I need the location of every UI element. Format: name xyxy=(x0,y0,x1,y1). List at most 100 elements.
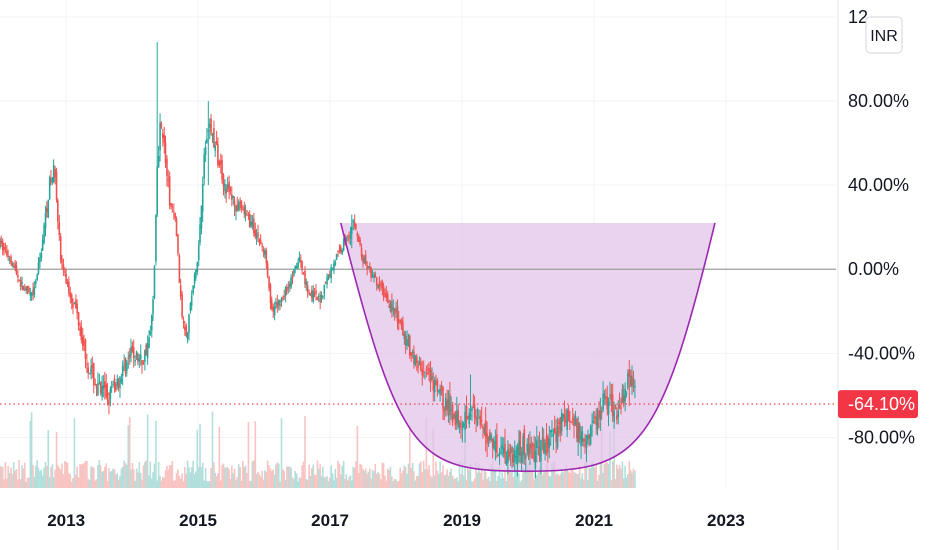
volume-bar xyxy=(126,464,128,488)
volume-bar xyxy=(520,480,523,488)
volume-bar xyxy=(240,480,243,488)
candle-body xyxy=(386,294,389,303)
candle-body xyxy=(126,362,128,371)
candle-body xyxy=(408,335,411,356)
candle-body xyxy=(545,436,548,445)
candle-body xyxy=(40,252,43,258)
candle-body xyxy=(131,345,134,353)
candle-body xyxy=(210,118,212,133)
volume-bar xyxy=(378,473,381,488)
currency-button[interactable]: INR xyxy=(865,16,903,54)
candle-body xyxy=(505,457,508,465)
candle-body xyxy=(231,194,233,200)
candle-body xyxy=(150,315,153,331)
candle-body xyxy=(497,455,499,457)
volume-bar xyxy=(68,473,70,488)
candle-body xyxy=(120,378,123,382)
volume-bar xyxy=(81,463,84,488)
currency-button-bg[interactable] xyxy=(865,16,903,54)
volume-bar xyxy=(197,467,200,488)
candle-body xyxy=(237,201,240,212)
candle-body xyxy=(432,380,435,391)
candle-body xyxy=(469,414,472,417)
candle-body xyxy=(199,224,201,243)
candle-body xyxy=(388,306,390,308)
volume-bar xyxy=(284,479,287,488)
volume-bar xyxy=(473,478,476,488)
volume-bar xyxy=(253,460,255,488)
candle-body xyxy=(374,273,377,278)
candle-body xyxy=(286,287,288,292)
volume-bar xyxy=(40,469,43,488)
currency-button-label[interactable]: INR xyxy=(870,28,898,45)
volume-bar xyxy=(117,479,120,488)
volume-bar xyxy=(385,480,388,488)
candle-body xyxy=(226,184,229,189)
volume-bar xyxy=(25,481,27,488)
volume-bar xyxy=(108,468,110,488)
volume-bar xyxy=(542,472,545,488)
volume-bar xyxy=(90,466,92,488)
candle-body xyxy=(418,361,421,366)
candle-body xyxy=(352,220,355,223)
volume-bar xyxy=(544,471,546,488)
volume-bar xyxy=(595,464,598,488)
candle-body xyxy=(294,265,297,269)
volume-bar xyxy=(529,461,531,488)
volume-bar xyxy=(461,462,464,488)
volume-bar xyxy=(486,478,488,488)
volume-bar xyxy=(537,472,540,488)
volume-bar xyxy=(218,426,221,488)
volume-bar xyxy=(33,476,36,488)
volume-bar xyxy=(153,463,156,488)
cup-pattern-curve[interactable] xyxy=(339,222,716,472)
candle-body xyxy=(634,385,636,388)
candle-body xyxy=(468,413,471,424)
candle-body xyxy=(84,339,87,359)
volume-bar xyxy=(76,466,78,488)
candle-body xyxy=(490,434,493,440)
candle-body xyxy=(222,174,225,187)
candle-body xyxy=(22,285,25,291)
volume-bar xyxy=(570,470,573,488)
candle-body xyxy=(410,352,413,356)
y-tick-label: 80.00% xyxy=(848,91,909,111)
volume-bar xyxy=(417,475,419,488)
volume-bar xyxy=(23,462,26,488)
candle-body xyxy=(26,285,29,289)
volume-bar xyxy=(496,480,498,488)
candle-body xyxy=(551,430,553,432)
candle-body xyxy=(240,200,243,208)
candle-body xyxy=(552,434,555,436)
volume-bar xyxy=(127,425,130,488)
volume-bar xyxy=(239,467,241,488)
volume-bar xyxy=(535,475,538,488)
volume-bar xyxy=(338,463,341,488)
volume-bar xyxy=(375,473,378,488)
candle-body xyxy=(487,437,490,439)
volume-bar xyxy=(66,462,69,488)
candle-body xyxy=(582,439,585,442)
volume-bar xyxy=(469,463,472,488)
candle-body xyxy=(429,369,432,383)
current-value-badge: -64.10% xyxy=(838,390,918,419)
volume-bar xyxy=(306,479,309,488)
volume-bar xyxy=(541,475,544,488)
volume-bar xyxy=(141,479,143,488)
candle-body xyxy=(396,306,399,322)
volume-bar xyxy=(167,469,170,488)
volume-bar xyxy=(446,469,448,488)
candle-body xyxy=(527,446,530,457)
volume-bar xyxy=(28,477,30,488)
candle-body xyxy=(83,341,85,343)
volume-bar xyxy=(295,473,298,488)
volume-bar xyxy=(330,465,332,488)
volume-bar xyxy=(161,476,164,488)
candle-body xyxy=(315,290,317,295)
volume-bar xyxy=(531,461,534,488)
candle-body xyxy=(77,312,80,326)
candle-body xyxy=(124,358,127,374)
candle-body xyxy=(284,287,287,296)
candle-body xyxy=(12,265,15,267)
